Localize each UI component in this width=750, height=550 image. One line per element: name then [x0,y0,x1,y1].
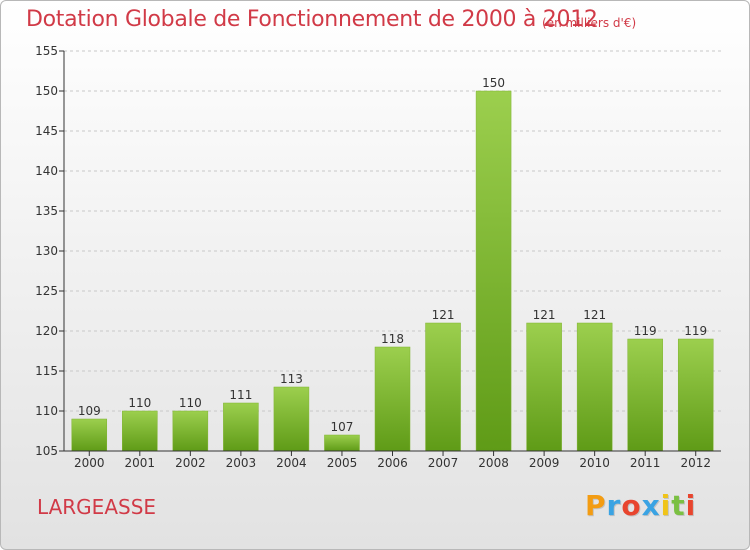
bar [374,346,411,452]
x-tick-label: 2008 [478,456,509,470]
bar [273,386,310,452]
data-label: 113 [280,372,303,386]
data-label: 121 [583,308,606,322]
y-tick-label: 145 [35,124,58,138]
data-label: 110 [128,396,151,410]
y-tick-label: 155 [35,44,58,58]
logo-letter: x [641,489,661,522]
x-tick-label: 2005 [327,456,358,470]
y-tick-label: 125 [35,284,58,298]
data-label: 118 [381,332,404,346]
unit-label: (en milliers d'€) [542,16,637,30]
logo-letter: i [685,489,697,522]
data-label: 119 [634,324,657,338]
logo-letter: i [660,489,672,522]
y-tick-label: 120 [35,324,58,338]
x-tick-label: 2011 [630,456,661,470]
bar [627,338,663,452]
data-label: 109 [78,404,101,418]
y-tick-label: 130 [35,244,58,258]
bar [122,410,158,452]
x-tick-label: 2009 [529,456,560,470]
bar [576,322,613,452]
x-tick-label: 2004 [276,456,307,470]
x-tick-label: 2006 [377,456,408,470]
x-tick-label: 2000 [74,456,105,470]
chart-title: Dotation Globale de Fonctionnement de 20… [26,7,598,32]
logo-letter: P [585,489,607,522]
x-tick-label: 2001 [125,456,156,470]
x-tick-label: 2002 [175,456,206,470]
bar [324,434,360,452]
data-label: 150 [482,76,505,90]
bar [172,410,209,452]
bar [475,90,512,452]
y-tick-label: 135 [35,204,58,218]
data-label: 119 [684,324,707,338]
commune-name: LARGEASSE [37,495,157,519]
bar [425,322,461,452]
labels: 105 110 115 120 125 130 135 140 145 150 155 109 2000… [35,44,711,470]
axes [59,50,721,456]
y-tick-label: 115 [35,364,58,378]
x-tick-label: 2010 [579,456,610,470]
data-label: 110 [179,396,202,410]
x-tick-label: 2003 [226,456,257,470]
logo-letter: r [606,489,622,522]
bars [71,90,714,452]
bar [526,322,562,452]
x-tick-label: 2007 [428,456,459,470]
y-tick-label: 105 [35,444,58,458]
data-label: 107 [331,420,354,434]
logo-letter: t [671,489,686,522]
proxiti-logo: Proxiti [585,489,696,522]
data-label: 111 [229,388,252,402]
data-label: 121 [432,308,455,322]
y-tick-label: 150 [35,84,58,98]
y-tick-label: 110 [35,404,58,418]
bar [677,338,714,452]
data-label: 121 [533,308,556,322]
y-tick-label: 140 [35,164,58,178]
bar [223,402,259,452]
x-tick-label: 2012 [680,456,711,470]
logo-letter: o [621,489,642,522]
bar [71,418,108,452]
